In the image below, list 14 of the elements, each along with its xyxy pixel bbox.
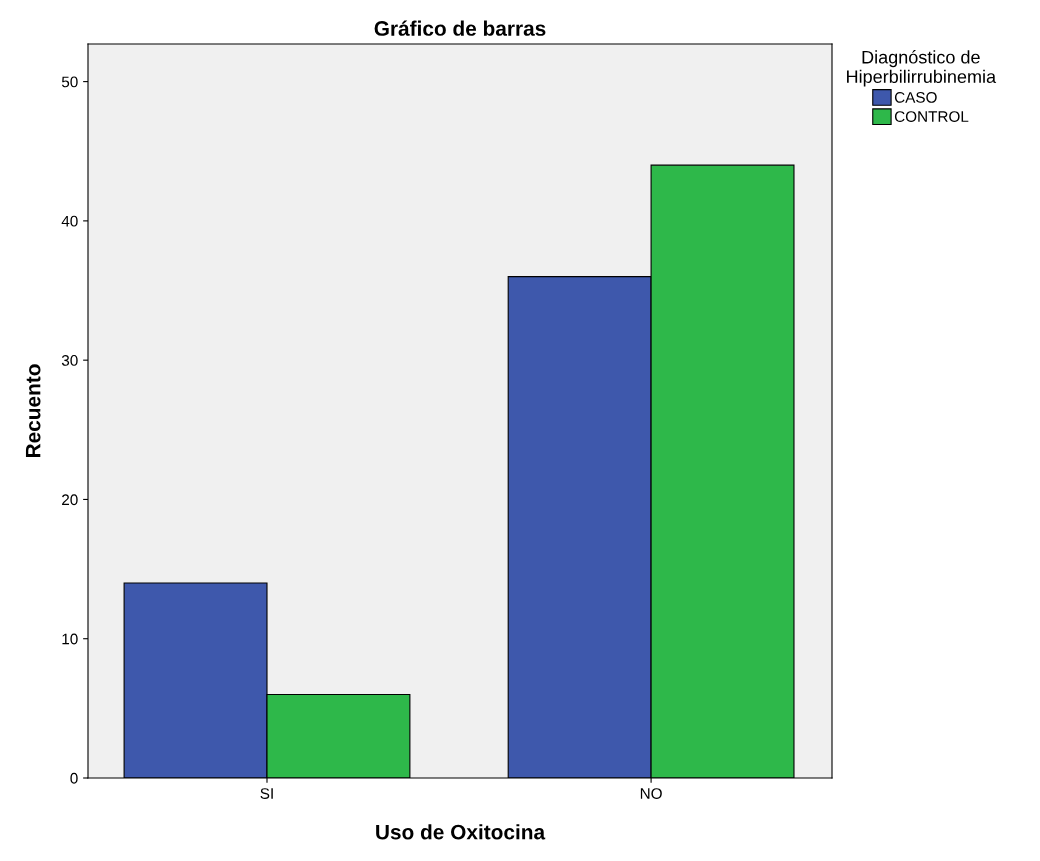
legend-title: Diagnóstico de Hiperbilirrubinemia [847, 50, 997, 87]
chart-title: Gráfico de barras [374, 20, 546, 36]
y-tick-label: 30 [61, 355, 78, 366]
y-tick-label: 20 [62, 494, 78, 506]
y-tick-label: 0 [70, 772, 78, 784]
x-tick-label: NO [640, 788, 662, 799]
y-tick-label: 50 [61, 76, 78, 88]
y-tick-label: 40 [61, 215, 78, 227]
y-tick-label: 10 [62, 633, 78, 645]
y-axis-title: Recuento [25, 364, 41, 458]
x-axis-title: Uso de Oxitocina [376, 824, 546, 840]
legend-label: CONTROL [894, 111, 969, 123]
legend-label: CASO [894, 91, 937, 103]
x-tick-label: SI [260, 788, 273, 799]
